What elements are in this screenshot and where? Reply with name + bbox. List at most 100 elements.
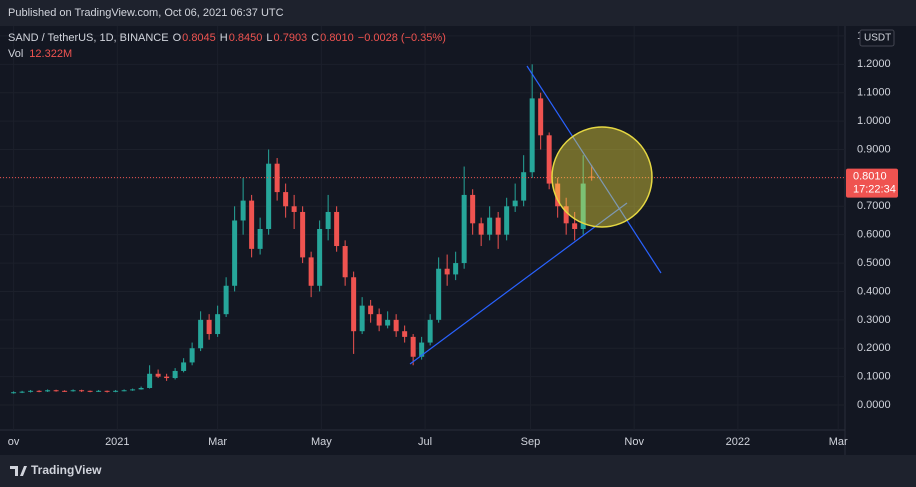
candle-body xyxy=(512,200,518,207)
candle-body xyxy=(28,390,34,392)
candle-body xyxy=(130,389,136,391)
ohlc-value: 0.8010 xyxy=(320,32,354,44)
candle-body xyxy=(36,390,42,392)
ohlc-key: C xyxy=(311,32,319,44)
footer-brand: TradingView xyxy=(31,463,102,477)
candle-body xyxy=(181,362,187,371)
candle-body xyxy=(317,228,323,286)
footer-bar xyxy=(0,455,916,487)
candle-body xyxy=(104,390,110,392)
candle-body xyxy=(62,390,68,392)
candle-body xyxy=(436,268,442,320)
candle-body xyxy=(53,390,59,392)
x-tick-label: Mar xyxy=(829,436,848,448)
grid xyxy=(0,26,845,430)
candle-body xyxy=(300,211,306,258)
candle-body xyxy=(155,373,161,377)
trend-line xyxy=(526,65,662,274)
candle-body xyxy=(461,194,467,264)
published-text: Published on TradingView.com, Oct 06, 20… xyxy=(8,7,284,19)
candle-body xyxy=(164,376,170,379)
candle-body xyxy=(232,220,238,286)
candle-body xyxy=(393,319,399,332)
x-tick-label: Jul xyxy=(418,436,432,448)
candle-body xyxy=(419,342,425,357)
change-label: −0.0028 (−0.35%) xyxy=(358,32,446,44)
y-tick-label: 0.9000 xyxy=(857,143,891,155)
currency-label: USDT xyxy=(864,33,891,44)
y-tick-label: 0.7000 xyxy=(857,200,891,212)
y-tick-label: 0.4000 xyxy=(857,285,891,297)
y-tick-label: 0.0000 xyxy=(857,399,891,411)
ohlc-key: H xyxy=(220,32,228,44)
candle-body xyxy=(453,263,459,275)
y-tick-label: 1.0000 xyxy=(857,115,891,127)
candle-body xyxy=(283,192,289,207)
candle-body xyxy=(96,390,102,392)
candle-body xyxy=(45,390,51,392)
candle-body xyxy=(555,183,561,207)
y-tick-label: 1.2000 xyxy=(857,58,891,70)
candle-body xyxy=(385,319,391,326)
trend-line xyxy=(409,202,628,365)
y-tick-label: 0.1000 xyxy=(857,371,891,383)
candle-body xyxy=(580,183,586,229)
volume-value: 12.322M xyxy=(29,48,72,60)
candle-body xyxy=(444,268,450,275)
candle-body xyxy=(563,206,569,224)
logo-shape xyxy=(10,466,18,476)
candle-body xyxy=(240,200,246,221)
candle-body xyxy=(402,331,408,337)
x-tick-label: Mar xyxy=(208,436,227,448)
y-tick-label: 0.3000 xyxy=(857,314,891,326)
top-bar xyxy=(0,0,916,26)
candle-body xyxy=(308,257,314,286)
candle-body xyxy=(427,319,433,343)
candle-body xyxy=(19,391,25,393)
candle-body xyxy=(70,390,76,392)
highlight-ellipse xyxy=(551,126,653,228)
y-tick-label: 0.6000 xyxy=(857,229,891,241)
candle-body xyxy=(351,277,357,332)
drawings xyxy=(409,65,662,365)
candle-body xyxy=(529,98,535,173)
legend: SAND / TetherUS, 1D, BINANCE O 0.8045 H 0.84… xyxy=(8,32,446,60)
candle-body xyxy=(572,223,578,229)
candle-body xyxy=(198,319,204,349)
ohlc-key: L xyxy=(266,32,272,44)
candle-body xyxy=(376,314,382,326)
candle-body xyxy=(266,163,272,229)
x-tick-label: ov xyxy=(8,436,20,448)
candle-body xyxy=(546,135,552,184)
candle-body xyxy=(368,305,374,315)
ohlc-value: 0.7903 xyxy=(274,32,308,44)
symbol-label: SAND / TetherUS, 1D, BINANCE xyxy=(8,32,169,44)
candle-body xyxy=(359,305,365,332)
candle-body xyxy=(121,390,127,392)
candle-body xyxy=(325,211,331,229)
x-tick-label: May xyxy=(311,436,332,448)
candle-body xyxy=(79,390,85,392)
ohlc-value: 0.8450 xyxy=(229,32,263,44)
candle-body xyxy=(274,163,280,193)
candle-body xyxy=(87,390,93,392)
candle-body xyxy=(470,194,476,224)
ohlc-key: O xyxy=(173,32,182,44)
logo-shape xyxy=(20,466,27,476)
candle-body xyxy=(11,392,17,394)
candle-body xyxy=(257,228,263,249)
candle-body xyxy=(215,314,221,335)
ohlc-value: 0.8045 xyxy=(182,32,216,44)
candle-body xyxy=(223,285,229,315)
countdown: 17:22:34 xyxy=(853,184,896,196)
candle-body xyxy=(189,348,195,363)
candle-body xyxy=(147,373,153,388)
candle-body xyxy=(342,246,348,278)
price-axis: 0.0000 0.1000 0.2000 0.3000 0.4000 0.5000 0.60… xyxy=(8,29,898,448)
candle-body xyxy=(249,200,255,249)
candle-body xyxy=(487,217,493,235)
x-tick-label: Nov xyxy=(624,436,644,448)
x-tick-label: Sep xyxy=(521,436,541,448)
